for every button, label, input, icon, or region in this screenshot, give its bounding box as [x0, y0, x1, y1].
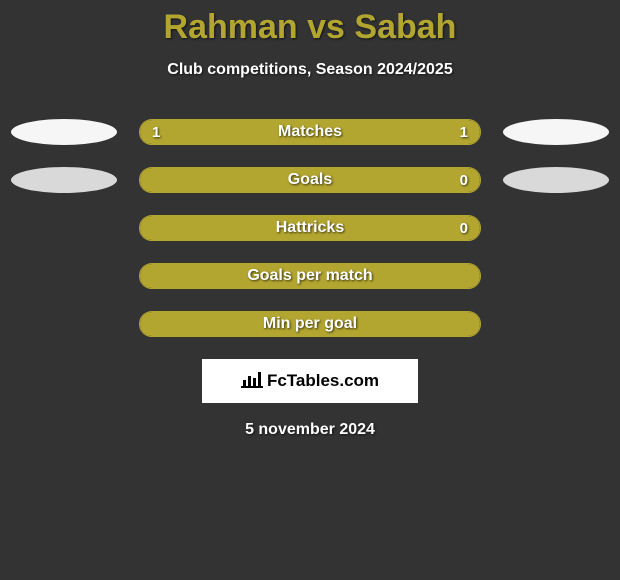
stat-value-right: 0	[460, 216, 468, 240]
stat-label: Goals per match	[140, 264, 480, 288]
brand-badge: FcTables.com	[202, 359, 418, 403]
stat-label: Hattricks	[140, 216, 480, 240]
stat-value-right: 1	[460, 120, 468, 144]
stat-bar: Min per goal	[139, 311, 481, 337]
stat-label: Min per goal	[140, 312, 480, 336]
stat-row: Hattricks0	[0, 215, 620, 241]
brand-inner: FcTables.com	[241, 370, 379, 393]
stat-row: Goals per match	[0, 263, 620, 289]
brand-text: FcTables.com	[267, 371, 379, 391]
stat-bar: Goals0	[139, 167, 481, 193]
stats-list: 1Matches1Goals0Hattricks0Goals per match…	[0, 119, 620, 337]
chart-icon	[241, 370, 263, 393]
left-ellipse	[11, 167, 117, 193]
stat-bar: 1Matches1	[139, 119, 481, 145]
stat-row: Goals0	[0, 167, 620, 193]
stat-label: Goals	[140, 168, 480, 192]
right-ellipse	[503, 119, 609, 145]
stat-bar: Hattricks0	[139, 215, 481, 241]
page-title: Rahman vs Sabah	[0, 8, 620, 47]
stat-row: 1Matches1	[0, 119, 620, 145]
stat-bar: Goals per match	[139, 263, 481, 289]
right-ellipse	[503, 167, 609, 193]
page-subtitle: Club competitions, Season 2024/2025	[0, 61, 620, 79]
infographic-container: Rahman vs Sabah Club competitions, Seaso…	[0, 0, 620, 439]
date-label: 5 november 2024	[0, 421, 620, 439]
stat-label: Matches	[140, 120, 480, 144]
left-ellipse	[11, 119, 117, 145]
stat-value-right: 0	[460, 168, 468, 192]
stat-row: Min per goal	[0, 311, 620, 337]
